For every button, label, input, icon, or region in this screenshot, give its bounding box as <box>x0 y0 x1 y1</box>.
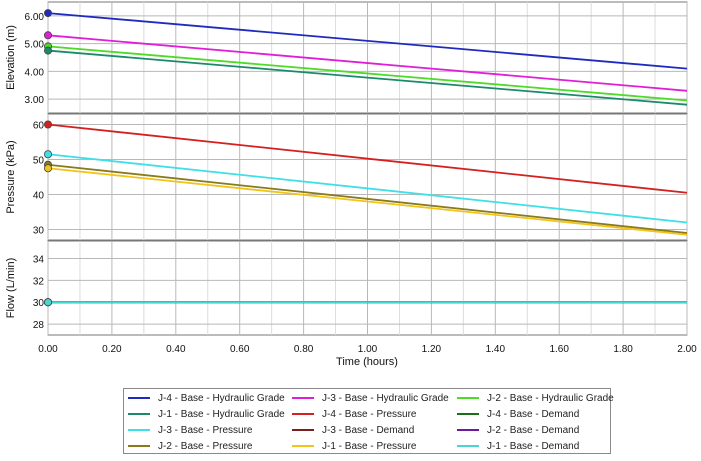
y-tick-label: 3.00 <box>25 95 45 106</box>
series-line-9 <box>47 163 688 234</box>
legend-swatch <box>128 397 150 399</box>
series-start-marker-1 <box>44 31 53 40</box>
legend-label: J-1 - Base - Demand <box>487 440 580 452</box>
x-tick-label: 0.60 <box>230 344 250 355</box>
x-tick-label: 1.20 <box>422 344 442 355</box>
y-axis-label: Pressure (kPa) <box>5 140 17 213</box>
legend-label: J-4 - Base - Pressure <box>322 408 417 420</box>
legend-label: J-1 - Base - Pressure <box>322 440 417 452</box>
legend-item: J-4 - Base - Demand <box>457 406 579 422</box>
y-tick-label: 32 <box>33 276 45 287</box>
series-line-1 <box>47 34 688 92</box>
legend-swatch <box>292 445 314 447</box>
legend-label: J-1 - Base - Hydraulic Grade <box>158 408 285 420</box>
legend-swatch <box>128 445 150 447</box>
legend-label: J-2 - Base - Pressure <box>158 440 253 452</box>
x-tick-label: 0.80 <box>294 344 314 355</box>
panel-0: 6.00 5.00 4.00 3.00 Elevation (m) <box>5 1 688 114</box>
legend-label: J-3 - Base - Demand <box>322 424 415 436</box>
legend-swatch <box>457 445 479 447</box>
series-line-6 <box>47 153 688 224</box>
series-start-marker-11 <box>44 298 53 307</box>
legend-item: J-3 - Base - Hydraulic Grade <box>292 390 449 406</box>
legend-label: J-4 - Base - Hydraulic Grade <box>158 392 285 404</box>
panel-2: 34 32 30 28 Flow (L/min) <box>5 240 688 336</box>
legend-swatch <box>292 413 314 415</box>
legend-label: J-2 - Base - Hydraulic Grade <box>487 392 614 404</box>
series-line-4 <box>47 123 688 194</box>
legend-swatch <box>457 397 479 399</box>
legend-item: J-1 - Base - Demand <box>457 438 579 454</box>
y-axis-label: Elevation (m) <box>5 25 17 90</box>
legend-item: J-3 - Base - Pressure <box>128 422 252 438</box>
legend-swatch <box>292 429 314 431</box>
legend-swatch <box>128 413 150 415</box>
legend-item: J-2 - Base - Demand <box>457 422 579 438</box>
legend-swatch <box>128 429 150 431</box>
x-tick-label: 2.00 <box>677 344 697 355</box>
legend-swatch <box>457 413 479 415</box>
x-tick-label: 1.60 <box>549 344 569 355</box>
y-tick-label: 40 <box>33 191 45 202</box>
x-tick-label: 1.40 <box>486 344 506 355</box>
y-tick-label: 34 <box>33 254 45 265</box>
series-line-0 <box>47 12 688 70</box>
legend-swatch <box>292 397 314 399</box>
y-tick-label: 5.00 <box>25 40 45 51</box>
x-tick-label: 0.40 <box>166 344 186 355</box>
y-axis-label: Flow (L/min) <box>5 258 17 319</box>
x-axis-label: Time (hours) <box>336 356 398 368</box>
legend-item: J-4 - Base - Hydraulic Grade <box>128 390 285 406</box>
x-tick-label: 0.20 <box>102 344 122 355</box>
legend-item: J-1 - Base - Hydraulic Grade <box>128 406 285 422</box>
panel-1: 60 50 40 30 Pressure (kPa) <box>5 113 688 241</box>
x-tick-label: 1.80 <box>613 344 633 355</box>
legend-item: J-2 - Base - Pressure <box>128 438 252 454</box>
legend-item: J-2 - Base - Hydraulic Grade <box>457 390 614 406</box>
series-start-marker-10 <box>44 164 53 173</box>
x-tick-label: 1.00 <box>358 344 378 355</box>
legend-label: J-2 - Base - Demand <box>487 424 580 436</box>
legend-item: J-3 - Base - Demand <box>292 422 414 438</box>
legend-item: J-4 - Base - Pressure <box>292 406 416 422</box>
legend-swatch <box>457 429 479 431</box>
y-tick-label: 28 <box>33 320 45 331</box>
series-start-marker-3 <box>44 46 53 55</box>
y-tick-label: 60 <box>33 121 45 132</box>
legend-label: J-4 - Base - Demand <box>487 408 580 420</box>
series-line-10 <box>47 167 688 236</box>
y-tick-label: 30 <box>33 226 45 237</box>
y-tick-label: 4.00 <box>25 67 45 78</box>
y-tick-label: 6.00 <box>25 12 45 23</box>
series-start-marker-4 <box>44 120 53 129</box>
legend-label: J-3 - Base - Hydraulic Grade <box>322 392 449 404</box>
legend-item: J-1 - Base - Pressure <box>292 438 416 454</box>
series-line-3 <box>47 49 688 106</box>
series-start-marker-0 <box>44 9 53 18</box>
legend-label: J-3 - Base - Pressure <box>158 424 253 436</box>
x-tick-label: 0.00 <box>38 344 58 355</box>
y-tick-label: 30 <box>33 298 45 309</box>
y-tick-label: 50 <box>33 156 45 167</box>
series-start-marker-6 <box>44 150 53 159</box>
series-line-2 <box>47 45 688 102</box>
chart-legend: J-4 - Base - Hydraulic Grade J-3 - Base -… <box>123 388 614 454</box>
